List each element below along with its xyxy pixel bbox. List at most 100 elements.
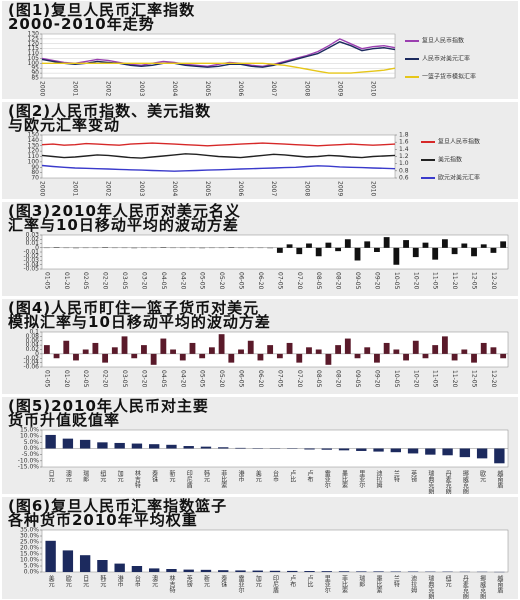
y-tick-label: 15.0% <box>20 427 39 434</box>
y-tick-label: 0.6 <box>399 175 409 182</box>
bar <box>97 442 108 449</box>
x-tick-label: 05-20 <box>218 272 225 290</box>
y-tick-label: -0.03 <box>23 257 39 264</box>
bar <box>102 353 109 363</box>
bar <box>344 239 351 248</box>
bar <box>442 448 453 456</box>
bar <box>228 353 235 363</box>
chart-title: 模拟汇率与10日移动平均的波动方差 <box>8 313 271 331</box>
bar <box>425 448 436 455</box>
y-tick-label: -10.0% <box>18 457 40 464</box>
bar <box>276 353 283 359</box>
x-tick-label: 2008 <box>303 181 310 196</box>
y-tick-label: 100 <box>28 158 40 165</box>
bar <box>296 353 303 363</box>
y-tick-label: 0.06 <box>26 337 40 344</box>
x-tick-label: 2003 <box>138 81 145 96</box>
x-tick-label: 2001 <box>72 81 79 96</box>
x-tick-label: 12-05 <box>471 272 478 290</box>
y-tick-label: 120 <box>28 40 40 47</box>
x-tick-label: 04-05 <box>160 370 167 388</box>
bar <box>403 353 409 361</box>
x-tick-label: 08-20 <box>335 370 342 388</box>
y-tick-label: 25.0% <box>20 539 39 546</box>
chart-title: 各种货币2010年平均权重 <box>7 511 198 529</box>
y-tick-label: 5.0% <box>24 439 40 446</box>
bar <box>111 347 118 354</box>
x-tick-label: 04-20 <box>179 370 186 388</box>
bar <box>338 448 350 451</box>
bar <box>306 243 312 248</box>
x-tick-label: 11-20 <box>451 272 458 290</box>
x-tick-label: 2010 <box>369 81 376 96</box>
plot-area <box>41 331 509 368</box>
bar <box>393 247 400 265</box>
y-tick-label: 15.0% <box>20 551 39 558</box>
bar <box>82 349 89 354</box>
x-tick-label: 林吉特 <box>168 574 175 593</box>
x-tick-label: 2002 <box>105 81 112 96</box>
y-tick-label: 120 <box>28 148 40 155</box>
line-series <box>41 38 396 68</box>
y-tick-label: 85 <box>31 75 39 82</box>
bar <box>73 353 79 361</box>
y-tick-label: 0.8 <box>399 167 409 174</box>
bar <box>150 353 157 365</box>
bar <box>422 242 429 248</box>
y-tick-label: -0.05 <box>23 266 39 273</box>
x-tick-label: 2002 <box>105 181 112 196</box>
x-tick-label: 欧元 <box>479 469 486 483</box>
x-tick-label: 10-20 <box>412 272 419 290</box>
x-tick-label: 02-20 <box>102 272 109 290</box>
bar <box>321 448 332 450</box>
bar <box>356 571 367 572</box>
x-tick-label: 06-20 <box>257 370 264 388</box>
x-tick-label: 越南盾 <box>496 574 503 594</box>
x-tick-label: 05-20 <box>218 370 225 388</box>
bar <box>480 244 487 248</box>
x-tick-label: 03-20 <box>140 272 147 290</box>
bar <box>189 342 196 354</box>
x-tick-label: 加元 <box>254 574 261 588</box>
chart-title: (图1)复旦人民币汇率指数 <box>8 1 195 19</box>
x-tick-label: 02-05 <box>82 272 89 290</box>
x-tick-label: 纽元 <box>444 574 451 588</box>
x-tick-label: 12-20 <box>490 370 497 388</box>
x-tick-label: 墨比索 <box>375 575 382 593</box>
y-tick-label: -0.01 <box>23 249 39 256</box>
x-tick-label: 08-05 <box>315 370 322 388</box>
bar <box>471 353 477 363</box>
x-tick-label: 08-05 <box>315 272 322 290</box>
y-tick-label: 10.0% <box>20 433 39 440</box>
bar <box>364 347 371 354</box>
bar <box>160 338 167 354</box>
bar <box>179 353 186 361</box>
y-tick-label: 110 <box>28 50 40 57</box>
x-tick-label: 欧元 <box>64 574 71 588</box>
y-tick-label: 1.8 <box>399 132 409 139</box>
line-series <box>41 153 396 159</box>
y-tick-label: 0.04 <box>26 342 40 349</box>
chart-title: (图5)2010年人民币对主要 <box>8 397 209 415</box>
y-tick-label: 35.0% <box>20 527 39 534</box>
bar <box>62 550 74 572</box>
y-tick-label: 150 <box>28 132 40 139</box>
x-tick-label: 01-20 <box>63 370 70 388</box>
y-tick-label: 0.02 <box>26 346 40 353</box>
y-tick-label: 80 <box>31 169 39 176</box>
x-tick-label: 2005 <box>204 81 211 96</box>
chart-title: (图6)复旦人民币汇率指数篮子 <box>8 497 227 515</box>
bar <box>131 443 143 449</box>
x-tick-label: 韩元 <box>202 469 209 483</box>
bar <box>97 560 108 572</box>
x-tick-label: 菲比索 <box>341 574 348 593</box>
legend-label: 复旦人民币指数 <box>438 138 480 146</box>
x-tick-label: 02-05 <box>82 370 89 388</box>
x-tick-label: 卢布 <box>289 574 296 588</box>
bar <box>252 570 263 572</box>
bar <box>364 241 371 248</box>
bar <box>407 448 419 454</box>
x-tick-label: 丹麦克朗 <box>444 470 451 495</box>
